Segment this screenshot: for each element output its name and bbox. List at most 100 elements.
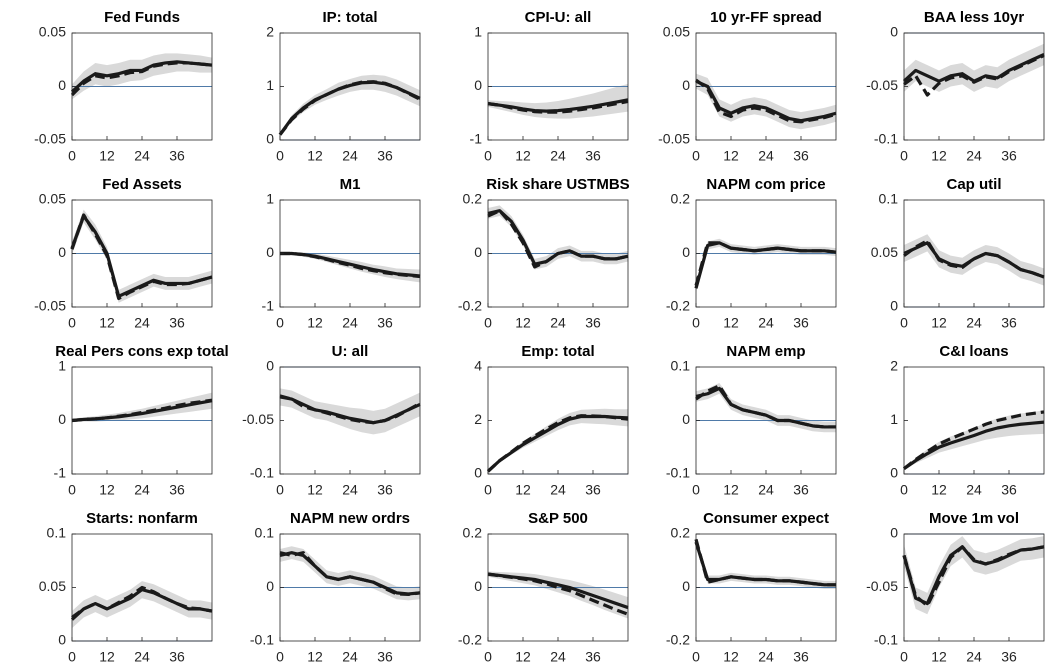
panel-title: NAPM new ordrs	[290, 510, 410, 527]
y-tick-label: 0	[58, 411, 66, 427]
panel-title: Fed Assets	[102, 176, 181, 193]
y-tick-label: 0	[266, 358, 274, 374]
y-tick-label: 0.05	[663, 24, 690, 40]
x-tick-label: 24	[550, 315, 566, 331]
x-tick-label: 12	[723, 482, 739, 498]
y-tick-label: 0.05	[39, 24, 66, 40]
confidence-band	[488, 83, 628, 119]
x-tick-label: 24	[342, 482, 358, 498]
confidence-band	[904, 410, 1044, 470]
y-tick-label: 0	[682, 244, 690, 260]
y-tick-label: -1	[54, 465, 67, 481]
x-tick-label: 0	[900, 315, 908, 331]
x-tick-label: 36	[169, 649, 185, 665]
x-tick-label: 12	[307, 482, 323, 498]
x-tick-label: 12	[723, 315, 739, 331]
x-tick-label: 36	[793, 649, 809, 665]
solid-line	[280, 251, 421, 278]
x-tick-label: 24	[966, 649, 982, 665]
panel-title: CPI-U: all	[525, 9, 592, 26]
dashed-line	[903, 239, 1045, 279]
x-tick-label: 24	[966, 315, 982, 331]
x-tick-label: 24	[134, 649, 150, 665]
panel-title: NAPM com price	[706, 176, 825, 193]
x-tick-label: 0	[900, 482, 908, 498]
solid-line	[695, 386, 836, 429]
x-tick-label: 24	[550, 148, 566, 164]
dashed-line	[486, 414, 629, 473]
confidence-band	[72, 581, 212, 629]
y-tick-label: 0	[682, 77, 690, 93]
x-tick-label: 24	[966, 148, 982, 164]
solid-line	[903, 420, 1045, 470]
x-tick-label: 36	[1001, 482, 1017, 498]
x-tick-label: 36	[1001, 649, 1017, 665]
y-tick-label: 0.05	[871, 244, 898, 260]
x-tick-label: 0	[276, 649, 284, 665]
y-tick-label: 1	[58, 358, 66, 374]
x-tick-label: 24	[134, 315, 150, 331]
x-tick-label: 24	[758, 148, 774, 164]
x-tick-label: 0	[68, 148, 76, 164]
x-tick-label: 24	[342, 649, 358, 665]
x-tick-label: 36	[585, 315, 601, 331]
x-tick-label: 36	[1001, 148, 1017, 164]
y-tick-label: 0.1	[255, 525, 275, 541]
x-tick-label: 0	[484, 148, 492, 164]
panel-title: C&I loans	[939, 343, 1008, 360]
x-tick-label: 12	[515, 482, 531, 498]
x-tick-label: 36	[169, 148, 185, 164]
dashed-line	[902, 545, 1045, 608]
x-tick-label: 12	[515, 315, 531, 331]
y-tick-label: -0.2	[458, 632, 482, 648]
y-tick-label: 1	[890, 411, 898, 427]
y-tick-label: 0	[474, 77, 482, 93]
y-tick-label: 1	[266, 77, 274, 93]
panel-title: Starts: nonfarm	[86, 510, 198, 527]
x-tick-label: 12	[515, 148, 531, 164]
x-tick-label: 0	[692, 148, 700, 164]
x-tick-label: 36	[1001, 315, 1017, 331]
x-tick-label: 12	[931, 315, 947, 331]
x-tick-label: 12	[99, 148, 115, 164]
panel-title: Real Pers cons exp total	[55, 343, 228, 360]
x-tick-label: 36	[793, 482, 809, 498]
dashed-line	[280, 251, 421, 279]
y-tick-label: -0.1	[874, 131, 898, 147]
x-tick-label: 36	[585, 649, 601, 665]
solid-line	[486, 414, 629, 473]
y-tick-label: 0.1	[671, 358, 691, 374]
x-tick-label: 0	[692, 315, 700, 331]
x-tick-label: 12	[931, 148, 947, 164]
y-tick-label: 0.05	[39, 191, 66, 207]
panel-title: Emp: total	[521, 343, 594, 360]
x-tick-label: 0	[276, 315, 284, 331]
y-tick-label: -0.1	[666, 465, 690, 481]
dashed-line	[70, 61, 213, 97]
x-tick-label: 36	[585, 482, 601, 498]
x-tick-label: 0	[484, 482, 492, 498]
panel-title: BAA less 10yr	[924, 9, 1024, 26]
confidence-band	[696, 238, 836, 293]
x-tick-label: 0	[68, 482, 76, 498]
panel-title: Risk share USTMBS	[486, 176, 629, 193]
confidence-band	[904, 43, 1044, 92]
x-tick-label: 0	[484, 315, 492, 331]
panel-title: Move 1m vol	[929, 510, 1019, 527]
y-tick-label: 0	[474, 465, 482, 481]
x-tick-label: 12	[723, 649, 739, 665]
panel-title: M1	[340, 176, 361, 193]
y-tick-label: 0.2	[463, 191, 483, 207]
x-tick-label: 12	[723, 148, 739, 164]
x-tick-label: 36	[169, 482, 185, 498]
x-tick-label: 36	[377, 315, 393, 331]
panel-title: Cap util	[947, 176, 1002, 193]
panel-title: S&P 500	[528, 510, 588, 527]
y-tick-label: 0.1	[47, 525, 67, 541]
y-tick-label: -0.2	[666, 632, 690, 648]
y-tick-label: 0	[890, 525, 898, 541]
x-tick-label: 0	[68, 649, 76, 665]
confidence-band	[488, 408, 628, 472]
x-tick-label: 12	[515, 649, 531, 665]
solid-line	[70, 588, 213, 621]
